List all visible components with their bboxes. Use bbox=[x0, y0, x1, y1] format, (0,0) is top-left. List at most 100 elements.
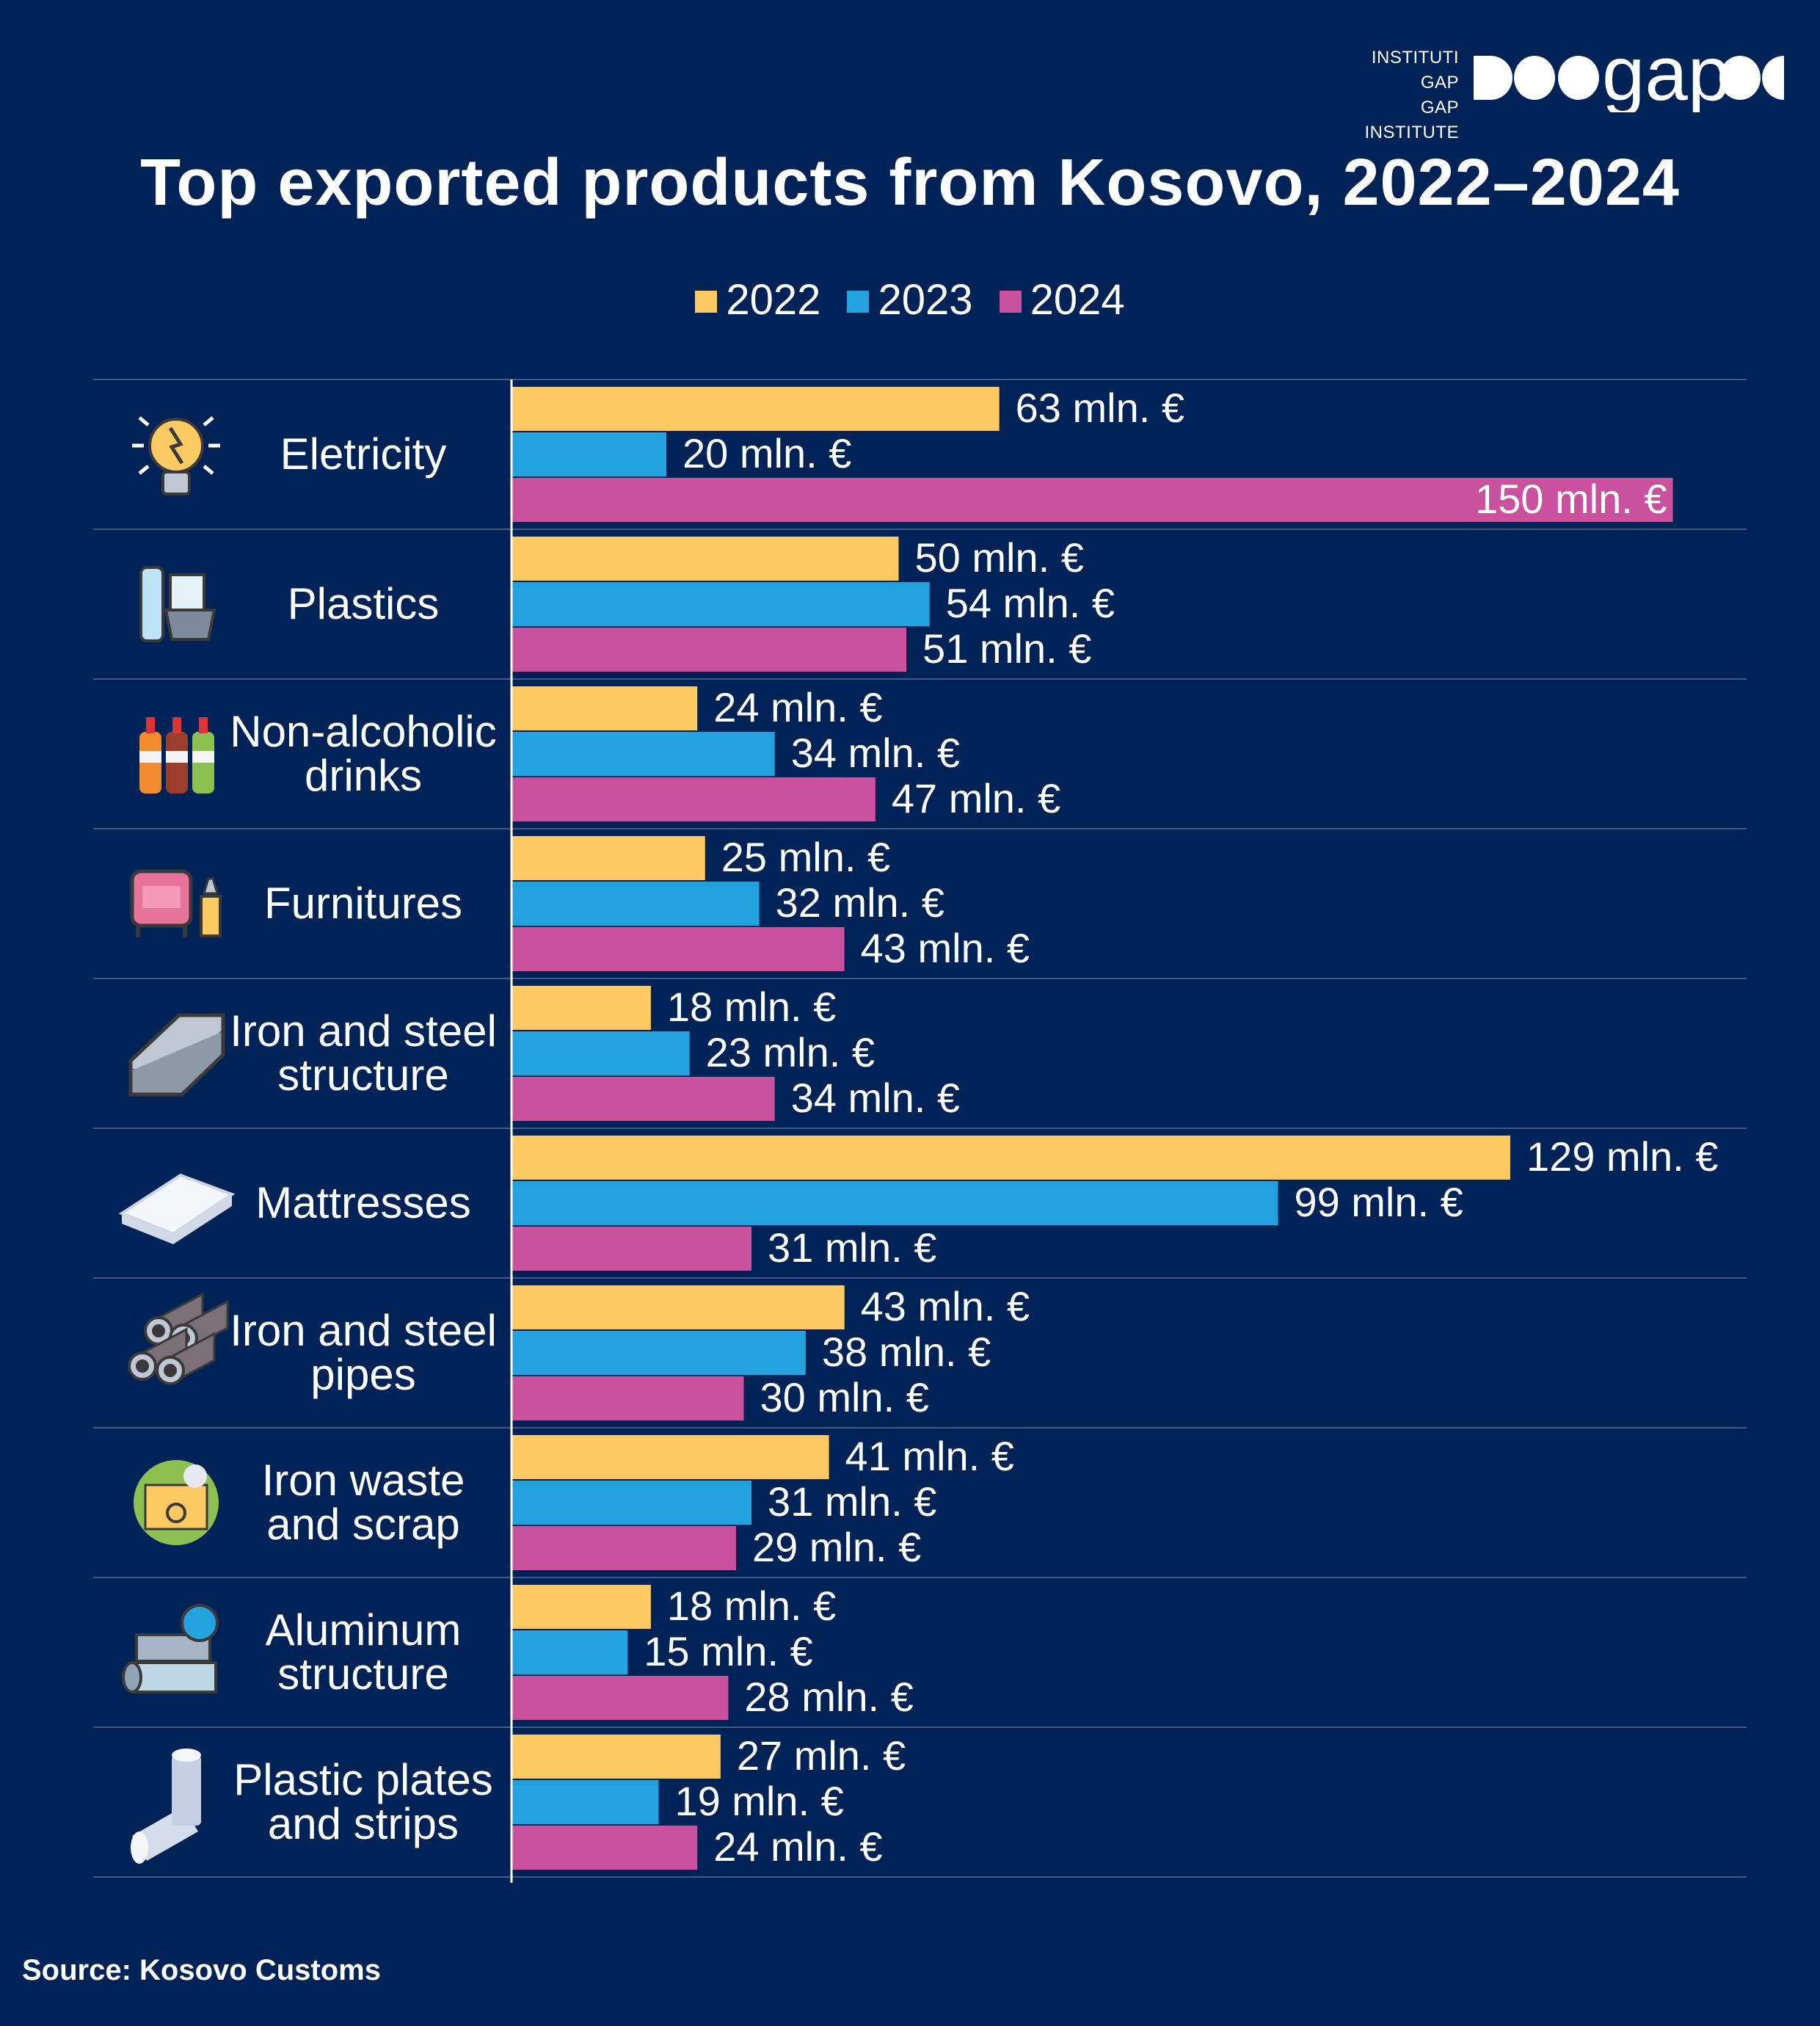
category-label-line: and scrap bbox=[266, 1500, 460, 1549]
data-label-2023: 99 mln. € bbox=[1294, 1179, 1463, 1225]
bar-2024 bbox=[512, 1227, 752, 1271]
plastic-containers-icon bbox=[139, 566, 216, 642]
category-label: Iron and steel pipes bbox=[230, 1306, 497, 1399]
chart-legend: 2022 2023 2024 bbox=[0, 275, 1820, 324]
data-label-2022: 25 mln. € bbox=[721, 834, 890, 880]
gap-institute-logo: INSTITUTI GAP GAP INSTITUTE gap bbox=[1334, 43, 1789, 142]
data-label-2023: 19 mln. € bbox=[674, 1778, 843, 1824]
data-label-2024: 31 mln. € bbox=[768, 1224, 936, 1271]
category-label-line: Iron and steel bbox=[230, 1306, 497, 1355]
data-label-2023: 32 mln. € bbox=[776, 879, 944, 926]
soda-bottles-icon bbox=[139, 717, 214, 794]
category-label-line: Furnitures bbox=[264, 879, 462, 928]
category-label-line: Eletricity bbox=[280, 429, 447, 479]
category-label: Plastic plates and strips bbox=[233, 1755, 493, 1848]
data-label-2023: 38 mln. € bbox=[822, 1329, 991, 1375]
category-label-line: Non-alcoholic bbox=[230, 707, 497, 756]
category-label: Mattresses bbox=[255, 1178, 470, 1227]
data-label-2022: 18 mln. € bbox=[667, 1583, 836, 1629]
data-label-2024: 28 mln. € bbox=[744, 1674, 913, 1720]
data-label-2023: 20 mln. € bbox=[682, 430, 851, 476]
bar-2022 bbox=[512, 1585, 651, 1629]
aluminum-rolls-icon bbox=[122, 1604, 219, 1693]
bar-2022 bbox=[512, 686, 698, 730]
steel-beam-icon bbox=[128, 1013, 225, 1097]
bar-2022 bbox=[512, 1136, 1510, 1180]
data-label-2023: 31 mln. € bbox=[768, 1478, 936, 1525]
category-label-line: structure bbox=[277, 1649, 448, 1699]
logo-line-english: GAP INSTITUTE bbox=[1364, 98, 1459, 142]
source-note: Source: Kosovo Customs bbox=[22, 1954, 381, 1986]
data-label-2022: 129 mln. € bbox=[1526, 1133, 1719, 1180]
bar-2022 bbox=[512, 387, 1000, 431]
data-label-2022: 18 mln. € bbox=[667, 984, 836, 1030]
bar-2024 bbox=[512, 777, 876, 821]
bar-2023 bbox=[512, 1780, 659, 1824]
category-label: Aluminum structure bbox=[266, 1605, 462, 1699]
category-label-line: pipes bbox=[310, 1350, 415, 1399]
legend-label-2023: 2023 bbox=[878, 276, 973, 324]
data-label-2022: 27 mln. € bbox=[737, 1732, 906, 1779]
category-label: Furnitures bbox=[264, 879, 462, 928]
bar-2024 bbox=[512, 1376, 744, 1420]
data-label-2024: 29 mln. € bbox=[752, 1524, 921, 1570]
bar-2023 bbox=[512, 1031, 690, 1075]
category-label-line: Plastics bbox=[288, 579, 440, 628]
legend-item-2024: 2024 bbox=[999, 275, 1125, 324]
logo-wordmark-text: gap bbox=[1602, 43, 1730, 112]
lightbulb-icon bbox=[132, 416, 220, 495]
bar-2023 bbox=[512, 1331, 806, 1375]
bar-2023 bbox=[512, 732, 775, 776]
category-label: Non-alcoholic drinks bbox=[230, 707, 497, 800]
bar-2023 bbox=[512, 882, 760, 926]
category-label-line: and strips bbox=[268, 1799, 459, 1848]
data-label-2024: 30 mln. € bbox=[760, 1374, 929, 1420]
data-label-2023: 15 mln. € bbox=[644, 1628, 812, 1674]
bar-2024 bbox=[512, 1077, 775, 1121]
legend-swatch-2023 bbox=[847, 291, 870, 313]
bar-2022 bbox=[512, 986, 651, 1030]
pipes-icon bbox=[128, 1292, 229, 1386]
mattress-icon bbox=[118, 1173, 236, 1244]
bar-2023 bbox=[512, 1181, 1278, 1225]
category-label-line: structure bbox=[277, 1050, 448, 1100]
scrap-bin-icon bbox=[134, 1460, 219, 1545]
legend-swatch-2024 bbox=[999, 291, 1022, 313]
data-label-2024: 47 mln. € bbox=[892, 775, 1060, 821]
bar-2022 bbox=[512, 1435, 829, 1479]
bar-chart: Eletricity 63 mln. € 20 mln. € 150 mln. € Pl… bbox=[93, 379, 1747, 1883]
data-label-2022: 63 mln. € bbox=[1016, 385, 1184, 431]
category-label-line: Mattresses bbox=[255, 1178, 470, 1227]
bar-2023 bbox=[512, 582, 930, 626]
bar-2024 bbox=[512, 927, 845, 971]
bar-2024 bbox=[512, 1526, 736, 1570]
category-label: Eletricity bbox=[280, 429, 447, 479]
legend-item-2023: 2023 bbox=[847, 275, 973, 324]
category-label-line: Plastic plates bbox=[233, 1755, 493, 1804]
bar-2024 bbox=[512, 1676, 729, 1720]
bar-2023 bbox=[512, 1630, 628, 1674]
data-label-2024: 34 mln. € bbox=[791, 1075, 960, 1121]
plastic-tube-icon bbox=[131, 1749, 201, 1864]
data-label-2024: 43 mln. € bbox=[861, 925, 1030, 971]
category-label-line: Aluminum bbox=[266, 1605, 462, 1655]
logo-line-albanian: INSTITUTI GAP bbox=[1371, 48, 1459, 92]
bar-2023 bbox=[512, 1481, 752, 1525]
bar-2022 bbox=[512, 1735, 721, 1779]
category-label-line: Iron waste bbox=[262, 1456, 465, 1505]
legend-label-2024: 2024 bbox=[1030, 276, 1125, 324]
data-label-2022: 50 mln. € bbox=[915, 534, 1084, 581]
bar-2024 bbox=[512, 1826, 698, 1870]
category-label: Iron waste and scrap bbox=[262, 1456, 465, 1549]
category-label: Plastics bbox=[288, 579, 440, 628]
data-label-2024: 51 mln. € bbox=[922, 625, 1091, 672]
data-label-2024: 24 mln. € bbox=[713, 1823, 882, 1870]
bar-2023 bbox=[512, 432, 666, 476]
legend-label-2022: 2022 bbox=[726, 276, 821, 324]
data-label-2022: 24 mln. € bbox=[713, 684, 882, 730]
bar-2024 bbox=[512, 628, 907, 672]
chart-title: Top exported products from Kosovo, 2022–… bbox=[140, 146, 1680, 219]
armchair-icon bbox=[130, 869, 222, 937]
data-label-2023: 34 mln. € bbox=[791, 730, 960, 776]
legend-swatch-2022 bbox=[695, 291, 718, 313]
